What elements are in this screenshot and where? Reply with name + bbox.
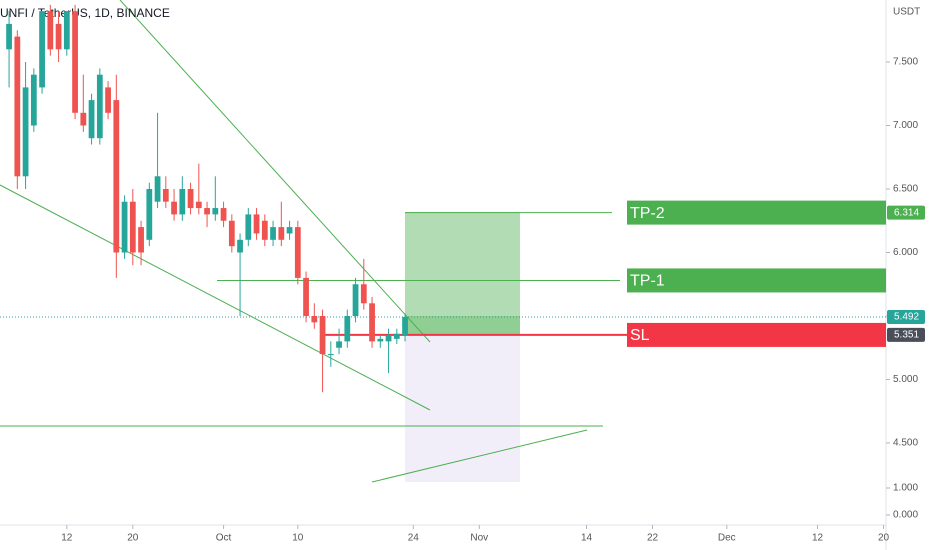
x-tick-label: 22 xyxy=(647,533,659,544)
level-label: SL xyxy=(630,327,650,344)
x-tick-label: 12 xyxy=(61,533,73,544)
candle-body xyxy=(55,23,62,50)
price-badge xyxy=(887,205,925,220)
candle-body xyxy=(245,214,252,240)
candle-body xyxy=(195,201,202,209)
trendline xyxy=(371,429,588,483)
candle-body xyxy=(30,74,37,126)
candle-body xyxy=(270,227,276,240)
candle-body xyxy=(327,354,334,356)
y-tick-label: 0.000 xyxy=(893,510,918,521)
candle-body xyxy=(204,208,210,215)
y-tick-label: 6.000 xyxy=(893,247,918,258)
candle-body xyxy=(88,100,95,139)
candle-body xyxy=(286,227,293,234)
candle-body xyxy=(96,74,103,139)
candle-body xyxy=(261,220,268,240)
y-tick-label: 7.500 xyxy=(893,57,918,68)
candle-body xyxy=(212,208,219,215)
x-tick-label: Dec xyxy=(718,533,736,544)
candle-body xyxy=(393,333,400,339)
price-badge-label: 6.314 xyxy=(894,207,919,218)
price-badge xyxy=(887,310,925,325)
candle-body xyxy=(171,201,177,215)
x-tick-label: Oct xyxy=(216,533,232,544)
x-tick-label: Nov xyxy=(470,533,488,544)
level-box xyxy=(627,322,886,347)
candle-body xyxy=(220,208,227,221)
candle-body xyxy=(72,11,78,113)
level-box xyxy=(627,200,886,225)
candle-body xyxy=(402,317,408,336)
loss-zone xyxy=(405,334,520,482)
candle-body xyxy=(80,112,87,126)
x-tick-label: 20 xyxy=(878,533,890,544)
candle-body xyxy=(162,189,169,202)
axis-unit: USDT xyxy=(893,7,920,18)
y-tick-label: 5.000 xyxy=(893,374,918,385)
candle-body xyxy=(6,23,12,50)
y-tick-label: 7.000 xyxy=(893,120,918,131)
candle-body xyxy=(344,316,351,342)
profit-zone xyxy=(405,212,520,334)
profit-zone-filled xyxy=(405,316,520,334)
candle-body xyxy=(369,303,375,342)
candle-body xyxy=(237,239,243,253)
level-box xyxy=(627,268,886,293)
y-tick-label: 4.500 xyxy=(893,438,918,449)
candle-body xyxy=(14,36,21,177)
candle-body xyxy=(319,316,326,355)
candle-body xyxy=(228,220,235,247)
candle-body xyxy=(105,87,111,113)
x-tick-label: 14 xyxy=(581,533,593,544)
candle-body xyxy=(336,341,342,348)
candle-body xyxy=(303,277,309,316)
candle-body xyxy=(22,87,29,177)
candle-body xyxy=(187,189,194,209)
candle-body xyxy=(360,284,367,304)
price-badge-label: 5.351 xyxy=(894,330,919,341)
price-badge-label: 5.492 xyxy=(894,312,919,323)
candle-body xyxy=(294,227,301,278)
y-tick-label: 1.000 xyxy=(893,483,918,494)
candle-body xyxy=(154,176,161,202)
candle-body xyxy=(352,284,359,316)
candle-body xyxy=(138,227,144,253)
candle-body xyxy=(311,316,318,323)
candle-body xyxy=(377,338,384,342)
candle-body xyxy=(39,11,45,88)
trendline xyxy=(119,0,431,343)
candle-body xyxy=(63,11,70,50)
trendline xyxy=(0,184,431,411)
y-tick-label: 6.500 xyxy=(893,184,918,195)
candle-body xyxy=(179,189,186,215)
candle-body xyxy=(253,214,260,234)
x-tick-label: 20 xyxy=(127,533,139,544)
price-badge xyxy=(887,327,925,342)
candle-body xyxy=(121,201,128,253)
x-tick-label: 10 xyxy=(292,533,304,544)
candle-body xyxy=(278,227,285,240)
candle-body xyxy=(385,335,392,342)
candle-body xyxy=(113,100,120,253)
level-label: TP-1 xyxy=(630,273,665,290)
x-tick-label: 24 xyxy=(408,533,420,544)
candle-body xyxy=(47,11,54,50)
candle-body xyxy=(146,189,153,240)
x-tick-label: 12 xyxy=(812,533,824,544)
candle-body xyxy=(129,201,136,253)
chart-title: UNFI / TetherUS, 1D, BINANCE xyxy=(0,6,170,20)
level-label: TP-2 xyxy=(630,205,665,222)
